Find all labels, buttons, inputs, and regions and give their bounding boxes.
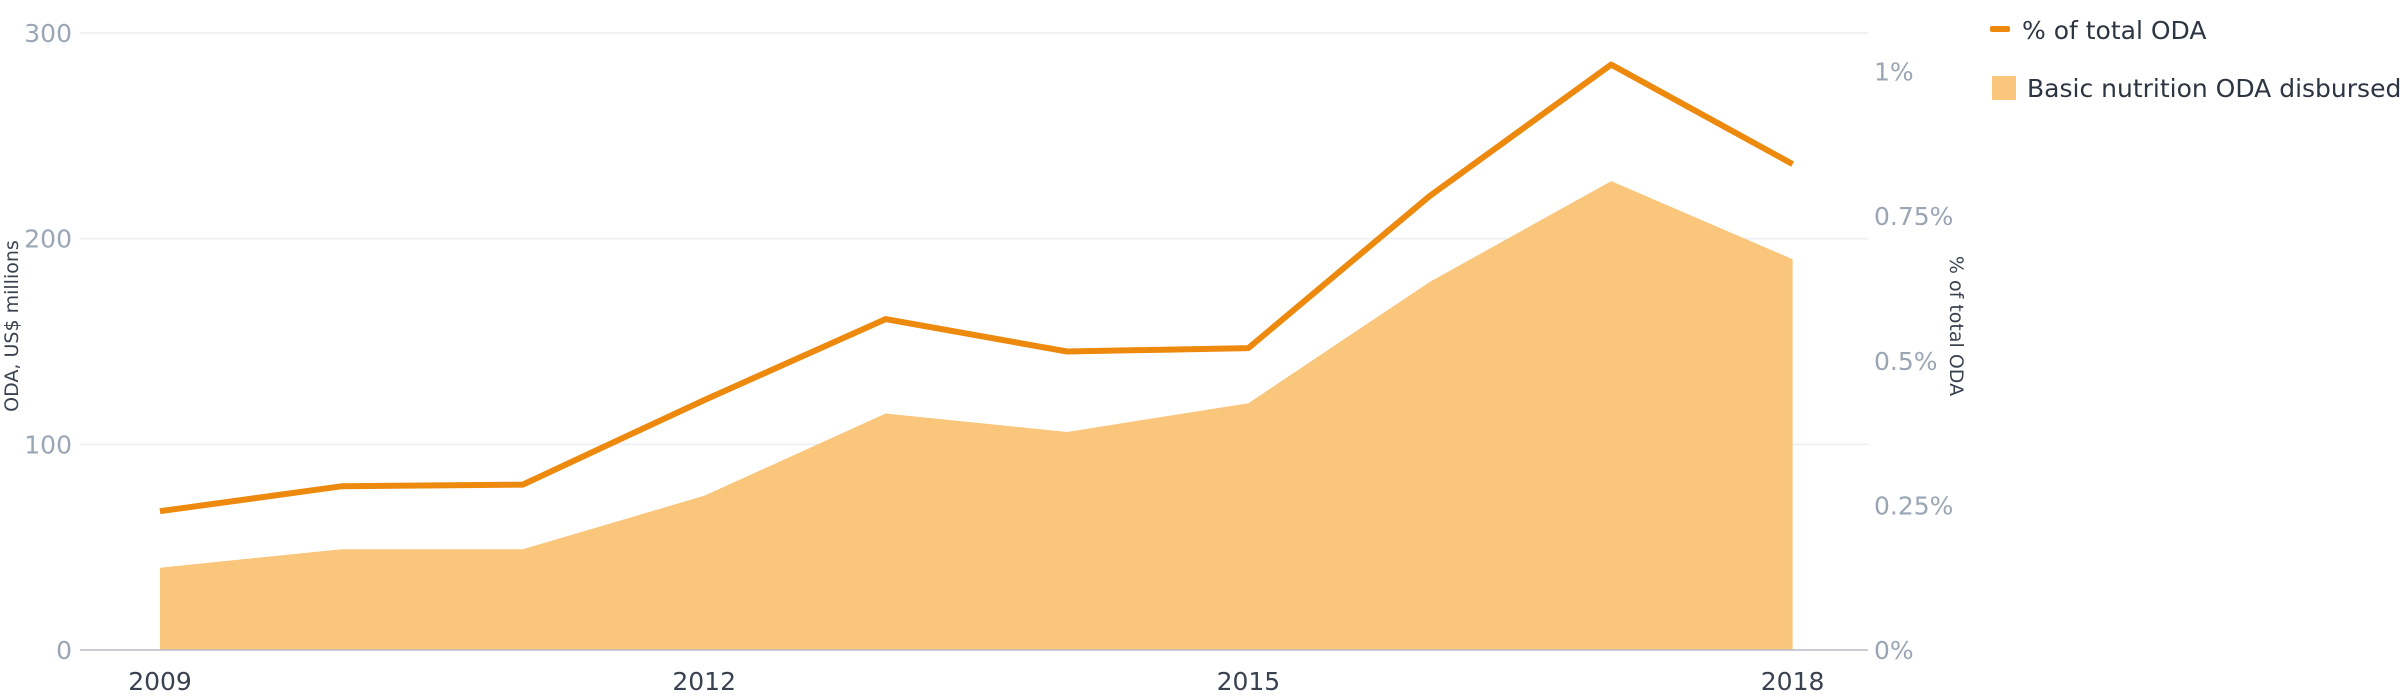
line-series-layer	[159, 61, 1795, 515]
y-left-tick-label: 300	[24, 19, 72, 48]
x-tick-label: 2012	[672, 667, 736, 696]
legend-square-swatch	[1992, 76, 2016, 100]
y-right-tick-label: 0.75%	[1874, 202, 1953, 231]
axes: 0 100 200 300 0% 0.25% 0.5% 0.75% 1% 2009 2012 2015…	[24, 19, 1953, 696]
y-right-tick-label: 1%	[1874, 58, 1914, 87]
y-left-tick-label: 200	[24, 225, 72, 254]
y-right-tick-label: 0.25%	[1874, 491, 1953, 520]
y-right-tick-label: 0.5%	[1874, 347, 1938, 376]
x-tick-label: 2018	[1761, 667, 1825, 696]
legend-line-swatch	[1990, 26, 2010, 32]
x-tick-label: 2015	[1217, 667, 1281, 696]
line-percent-total-oda	[159, 61, 1795, 515]
x-tick-label: 2009	[128, 667, 192, 696]
y-right-tick-label: 0%	[1874, 636, 1914, 665]
y-left-tick-label: 0	[56, 636, 72, 665]
legend-label: % of total ODA	[2022, 16, 2206, 45]
area-basic-nutrition-oda	[160, 181, 1793, 650]
legend-label: Basic nutrition ODA disbursed	[2027, 74, 2400, 103]
y-axis-right-title: % of total ODA	[1945, 256, 1967, 396]
legend-item-basic-nutrition-oda[interactable]: Basic nutrition ODA disbursed	[1992, 74, 2400, 103]
y-left-tick-label: 100	[24, 430, 72, 459]
legend-item-percent-total-oda[interactable]: % of total ODA	[1990, 16, 2206, 45]
area-series-layer	[159, 181, 1793, 650]
legend: % of total ODA Basic nutrition ODA disbu…	[1990, 16, 2400, 103]
y-axis-left-title: ODA, US$ millions	[1, 240, 23, 412]
